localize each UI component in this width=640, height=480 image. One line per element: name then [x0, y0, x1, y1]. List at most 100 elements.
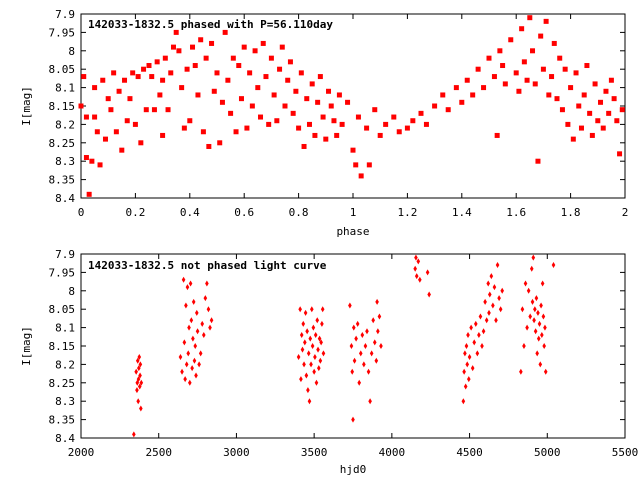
data-point [508, 37, 514, 43]
data-point [318, 357, 323, 364]
data-point [376, 328, 380, 335]
x-tick-label: 3000 [223, 446, 250, 459]
data-point [268, 55, 274, 61]
data-point [309, 81, 315, 87]
data-point [519, 368, 523, 375]
data-point [203, 295, 208, 302]
data-point [190, 44, 196, 50]
data-point [565, 121, 571, 127]
data-point [135, 387, 139, 394]
data-point [188, 379, 192, 386]
data-point [277, 66, 283, 72]
data-point [355, 320, 360, 327]
data-point [453, 85, 459, 91]
data-point [339, 121, 345, 127]
data-point [542, 343, 546, 349]
data-point [323, 136, 329, 142]
data-point [404, 125, 410, 131]
data-point [413, 265, 417, 272]
y-tick-label: 8.1 [55, 82, 75, 95]
data-point [614, 118, 620, 124]
data-point [312, 368, 316, 375]
data-point [617, 151, 623, 157]
data-point [530, 48, 536, 54]
data-point [303, 339, 307, 346]
data-point [527, 15, 533, 21]
y-tick-label: 7.9 [55, 248, 75, 261]
data-point [181, 276, 186, 283]
data-point [195, 92, 201, 98]
data-point [111, 70, 117, 76]
data-point [470, 365, 475, 372]
data-point [108, 107, 114, 113]
data-point [543, 324, 547, 331]
data-point [191, 335, 195, 342]
data-point [137, 365, 141, 372]
data-point [416, 258, 421, 265]
data-point [316, 346, 320, 353]
data-point [162, 55, 168, 61]
data-point [139, 379, 144, 386]
data-point [105, 96, 111, 102]
data-point [495, 262, 500, 269]
data-point [206, 143, 212, 149]
data-point [136, 398, 140, 405]
data-point [132, 431, 136, 438]
unphased-plot-ticks: 7.9 7.95 8 8.05 8.1 8.15 8.2 8.25 8.3 8.35 8.42000… [49, 248, 639, 459]
data-point [160, 77, 166, 83]
data-point [473, 320, 478, 327]
x-tick-label: 1.6 [506, 206, 526, 219]
x-tick-label: 2000 [68, 446, 95, 459]
data-point [296, 125, 302, 131]
data-point [173, 29, 179, 35]
data-point [263, 74, 269, 80]
data-point [119, 147, 125, 153]
data-point [247, 70, 253, 76]
data-point [480, 343, 484, 349]
data-point [136, 376, 141, 383]
data-point [249, 103, 255, 109]
data-point [308, 335, 313, 342]
data-point [127, 96, 133, 102]
data-point [372, 107, 378, 113]
data-point [374, 357, 379, 364]
data-point [353, 162, 359, 168]
data-point [287, 59, 293, 65]
data-point [391, 114, 397, 120]
data-point [530, 298, 535, 305]
data-point [477, 331, 481, 338]
data-point [486, 55, 492, 61]
phased-plot-points [78, 15, 625, 197]
x-tick-label: 0 [78, 206, 85, 219]
data-point [539, 302, 543, 309]
data-point [83, 155, 89, 161]
data-point [440, 92, 446, 98]
data-point [299, 376, 303, 383]
data-point [481, 85, 487, 91]
data-point [366, 368, 371, 375]
data-point [201, 331, 206, 338]
data-point [154, 59, 160, 65]
data-point [228, 110, 234, 116]
data-point [317, 74, 323, 80]
data-point [581, 92, 587, 98]
data-point [211, 88, 217, 94]
data-point [491, 302, 495, 309]
data-point [529, 265, 534, 272]
data-point [358, 173, 364, 179]
data-point [244, 125, 250, 131]
data-point [241, 44, 247, 50]
data-point [214, 70, 220, 76]
data-point [100, 77, 106, 83]
data-point [354, 335, 358, 342]
data-point [187, 324, 191, 331]
data-point [160, 132, 166, 138]
data-point [524, 77, 530, 83]
y-tick-label: 8.35 [49, 174, 76, 187]
data-point [414, 273, 419, 280]
data-point [534, 295, 539, 302]
data-point [203, 55, 209, 61]
data-point [472, 339, 477, 346]
y-tick-label: 8.05 [49, 303, 76, 316]
data-point [537, 320, 542, 327]
